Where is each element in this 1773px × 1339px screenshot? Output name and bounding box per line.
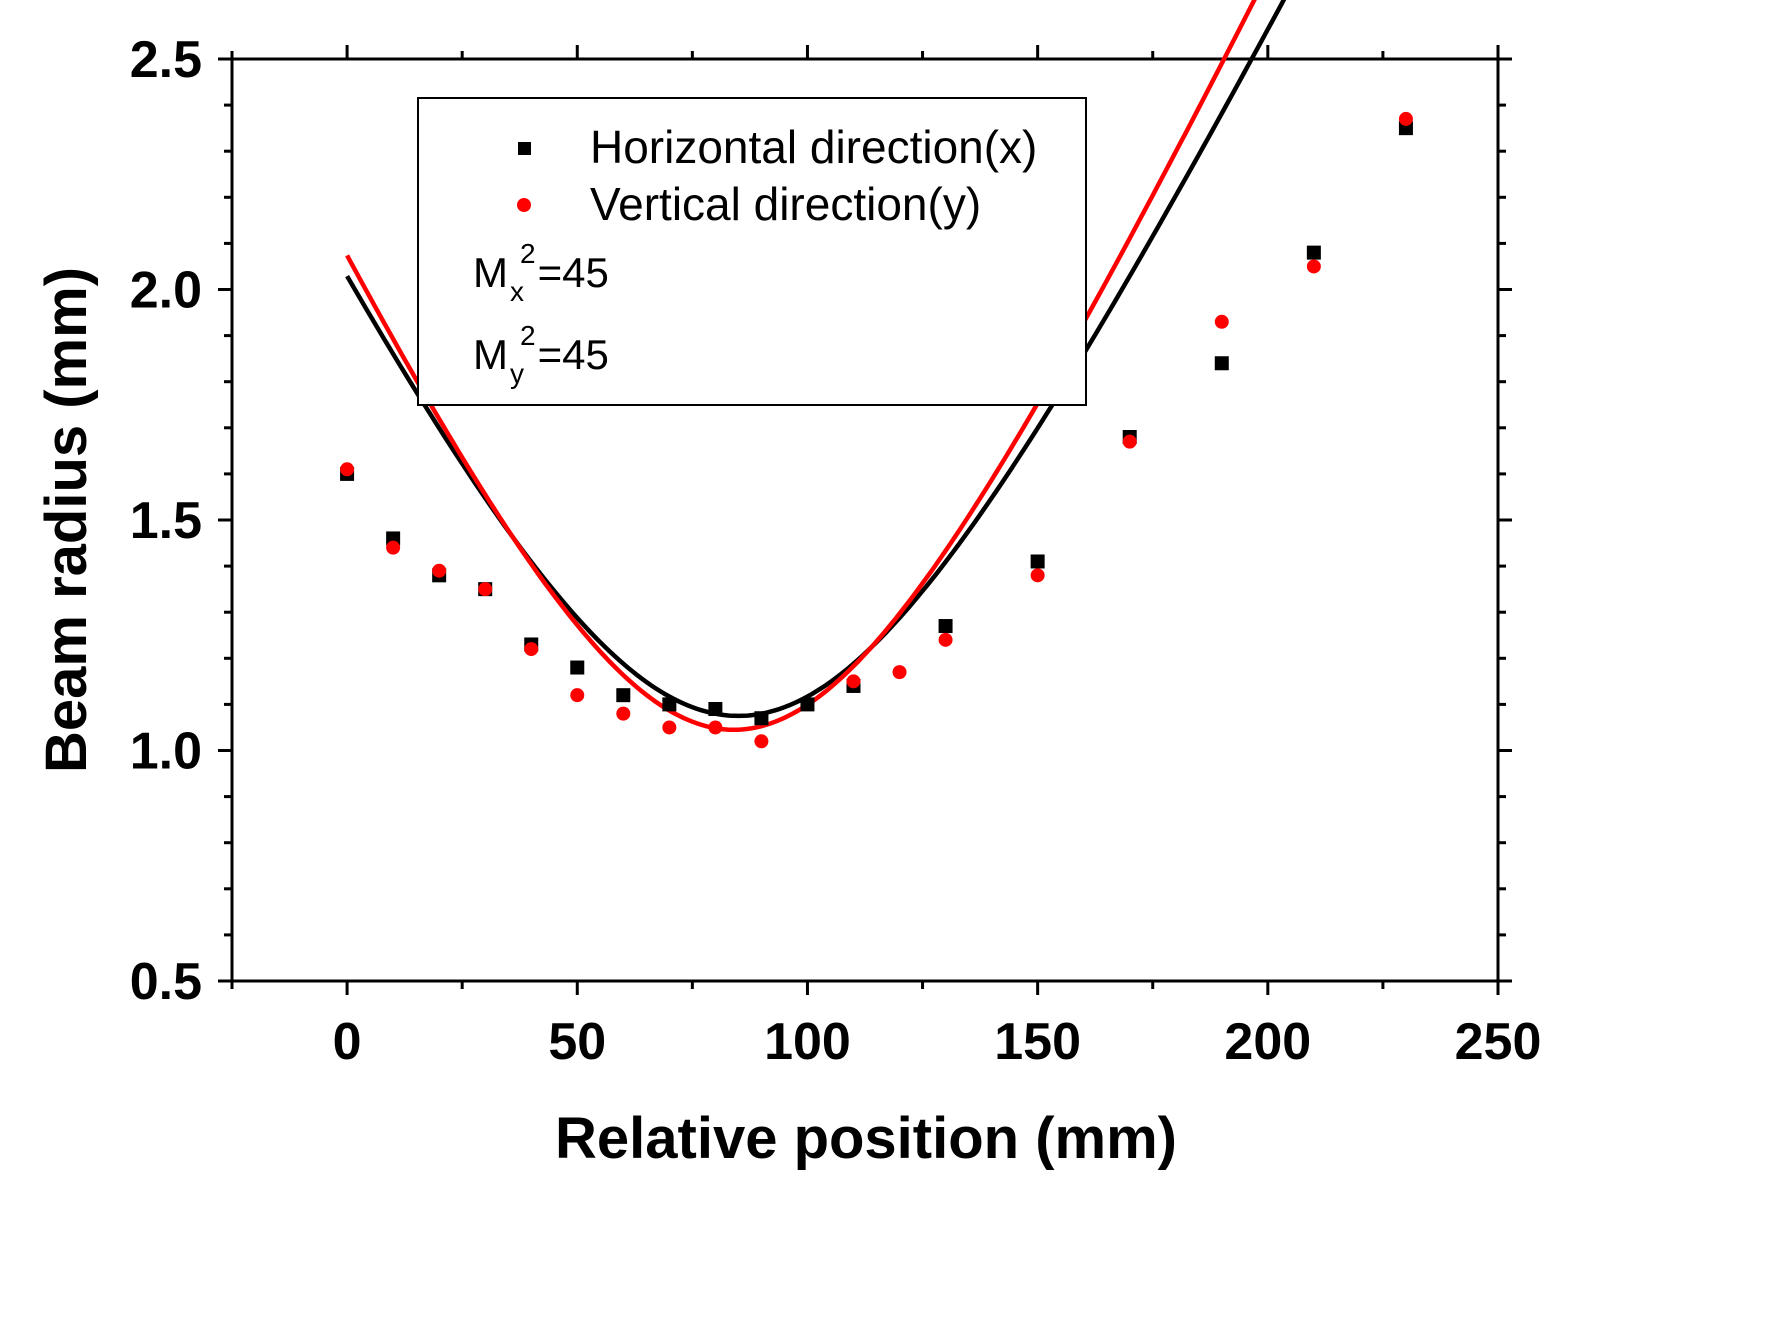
legend-label-vertical: Vertical direction(y): [590, 178, 981, 230]
y-axis-title: Beam radius (mm): [34, 267, 99, 773]
point-horizontal: [800, 697, 815, 712]
point-vertical: [478, 582, 493, 597]
point-horizontal: [570, 660, 585, 675]
point-horizontal: [1030, 554, 1045, 569]
point-vertical: [708, 720, 723, 735]
point-vertical: [1030, 568, 1045, 583]
data-points: [340, 111, 1413, 749]
tick-labels: 0 50 100 150 200 250 0.5 1.0 1.5 2.0 2.5: [130, 31, 1542, 1071]
x-tick-label: 200: [1224, 1013, 1311, 1071]
point-horizontal: [938, 619, 953, 634]
x-axis-title: Relative position (mm): [555, 1106, 1177, 1171]
point-vertical: [524, 642, 539, 657]
legend-label-horizontal: Horizontal direction(x): [590, 121, 1037, 173]
point-vertical: [938, 632, 953, 647]
my2-annotation: My2=45: [473, 320, 609, 389]
point-horizontal: [754, 711, 769, 726]
point-vertical: [846, 674, 861, 689]
y-tick-label: 1.5: [130, 492, 202, 550]
point-vertical: [1122, 434, 1137, 449]
point-vertical: [432, 563, 447, 578]
legend-marker-vertical: [517, 198, 531, 212]
axis-ticks: [218, 45, 1512, 995]
point-vertical: [1306, 259, 1321, 274]
fit-curve-vertical: [345, 0, 1257, 733]
x-tick-label: 150: [994, 1013, 1081, 1071]
point-vertical: [570, 688, 585, 703]
point-horizontal: [662, 697, 677, 712]
mx2-annotation: Mx2=45: [473, 238, 609, 307]
legend-marker-horizontal: [518, 142, 531, 155]
y-tick-label: 1.0: [130, 723, 202, 781]
fit-curves: [345, 0, 1287, 733]
x-tick-label: 0: [333, 1013, 362, 1071]
point-horizontal: [616, 688, 631, 703]
point-vertical: [1398, 111, 1413, 126]
point-vertical: [386, 540, 401, 555]
point-vertical: [892, 665, 907, 680]
point-vertical: [616, 706, 631, 721]
y-tick-label: 0.5: [130, 953, 202, 1011]
point-vertical: [662, 720, 677, 735]
x-tick-label: 100: [764, 1013, 851, 1071]
point-horizontal: [708, 702, 723, 717]
y-tick-label: 2.0: [130, 262, 202, 320]
x-tick-label: 250: [1455, 1013, 1542, 1071]
point-vertical: [1214, 314, 1229, 329]
point-horizontal: [1306, 245, 1321, 260]
point-vertical: [754, 734, 769, 749]
legend: Horizontal direction(x) Vertical directi…: [417, 97, 1087, 406]
x-tick-label: 50: [548, 1013, 606, 1071]
point-horizontal: [1214, 356, 1229, 371]
y-tick-label: 2.5: [130, 31, 202, 89]
point-vertical: [340, 462, 355, 477]
